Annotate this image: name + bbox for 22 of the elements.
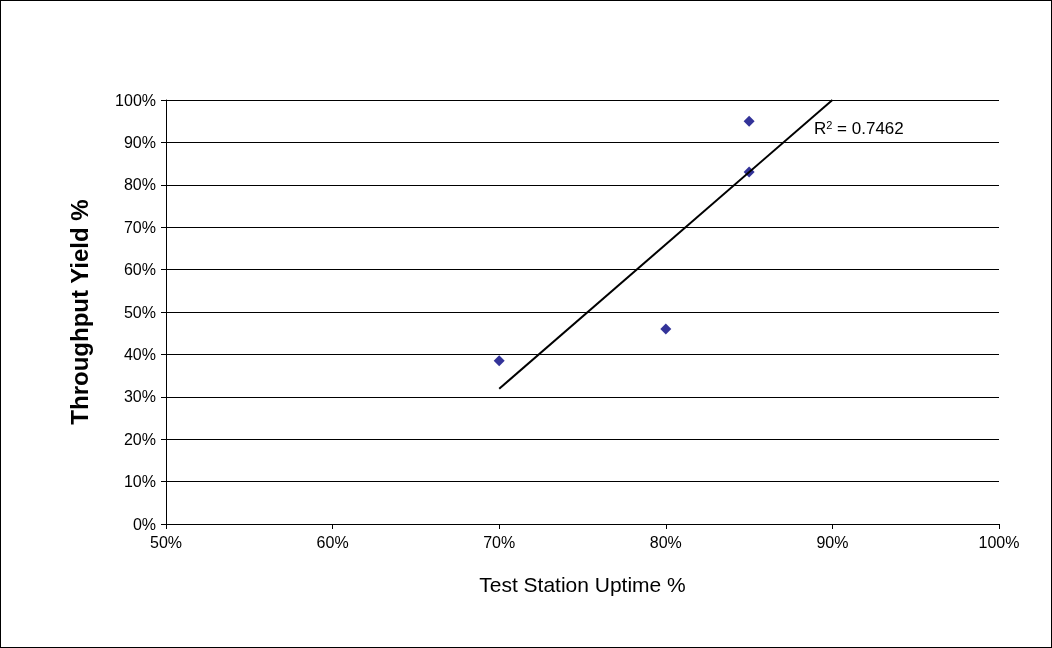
y-tick-label: 20% xyxy=(123,430,156,448)
y-tick-label: 70% xyxy=(123,218,156,236)
x-tick-label: 60% xyxy=(316,533,349,551)
y-tick-label: 90% xyxy=(123,133,156,151)
y-tick-label: 60% xyxy=(123,261,156,279)
y-tick-label: 80% xyxy=(123,176,156,194)
x-tick-label: 90% xyxy=(816,533,849,551)
y-tick-label: 40% xyxy=(123,345,156,363)
point xyxy=(493,355,505,367)
x-axis-title: Test Station Uptime % xyxy=(479,573,686,596)
y-tick-label: 10% xyxy=(123,473,156,491)
x-tick-label: 50% xyxy=(149,533,183,551)
y-tick-label: 0% xyxy=(132,515,156,533)
x-tick-label: 70% xyxy=(483,533,516,551)
x-tick-label: 80% xyxy=(649,533,682,551)
y-tick-label: 50% xyxy=(123,303,156,321)
point xyxy=(660,323,672,335)
x-tick-label: 100% xyxy=(978,533,1020,551)
y-axis-title: Throughput Yield % xyxy=(65,199,93,425)
point xyxy=(743,115,755,127)
y-tick-label: 100% xyxy=(115,91,156,109)
y-tick-label: 30% xyxy=(123,388,156,406)
